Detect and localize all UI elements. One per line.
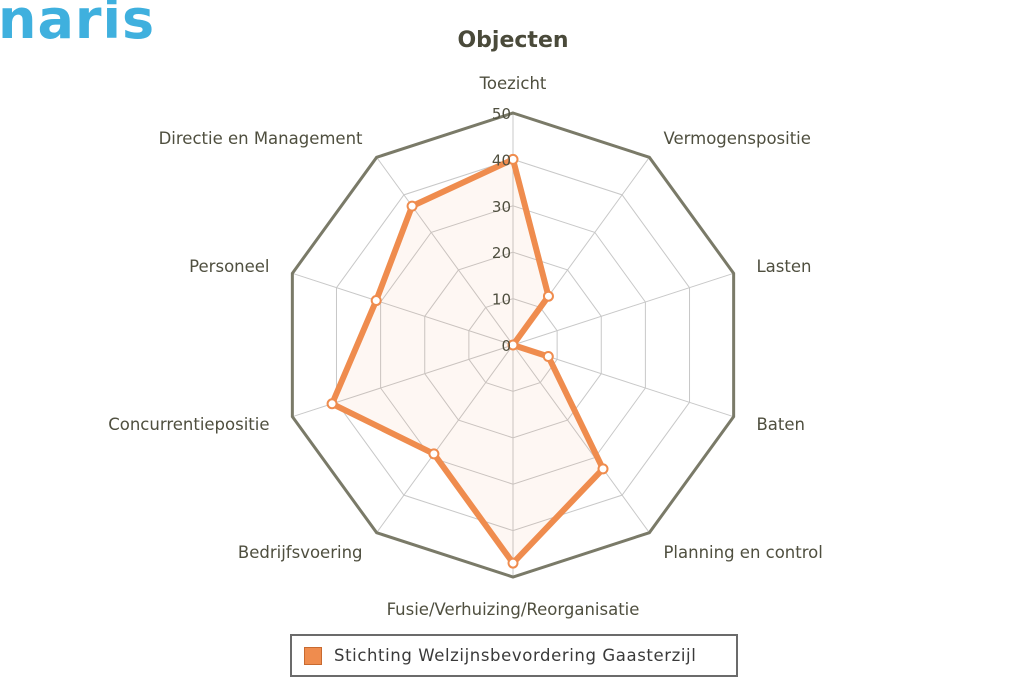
radar-spoke [512, 344, 650, 533]
brand-logo: naris [0, 0, 156, 51]
legend-swatch [304, 646, 322, 665]
radar-outer-ring [290, 111, 736, 579]
series-point[interactable] [542, 290, 554, 302]
series-layer [326, 153, 609, 569]
radar-ring [424, 251, 602, 439]
tick-label: 50 [492, 105, 511, 123]
legend-label: Stichting Welzijnsbevordering Gaasterzij… [334, 646, 697, 665]
series-point[interactable] [507, 557, 519, 569]
tick-label: 30 [492, 198, 511, 216]
category-label: Bedrijfsvoering [238, 543, 363, 562]
chart-title: Objecten [457, 28, 568, 53]
tick-label: 0 [501, 337, 511, 355]
category-label: Baten [756, 415, 805, 434]
radar-ring [468, 298, 558, 392]
radar-spoke [376, 344, 514, 533]
series-point[interactable] [428, 448, 440, 460]
series-point[interactable] [507, 153, 519, 165]
series-point[interactable] [507, 339, 519, 351]
category-label: Fusie/Verhuizing/Reorganisatie [387, 600, 640, 619]
tick-label: 40 [492, 151, 511, 169]
radar-spoke [512, 272, 734, 346]
tick-labels: 0 10 20 30 40 50 [492, 105, 511, 355]
category-label: Personeel [189, 257, 269, 276]
series-point[interactable] [326, 398, 338, 410]
series-point[interactable] [597, 463, 609, 475]
category-label: Vermogenspositie [663, 129, 810, 148]
radar-grid [290, 111, 736, 579]
category-label: Planning en control [663, 543, 822, 562]
series-point[interactable] [406, 200, 418, 212]
radar-spoke [292, 272, 514, 346]
series-point[interactable] [370, 295, 382, 307]
radar-spoke [376, 157, 514, 346]
legend[interactable]: Stichting Welzijnsbevordering Gaasterzij… [290, 634, 738, 677]
tick-label: 10 [492, 291, 511, 309]
category-labels: Toezicht Vermogenspositie Lasten Baten Plann… [108, 74, 823, 619]
radar-ring [335, 158, 691, 532]
radar-ring [380, 205, 646, 485]
category-label: Lasten [756, 257, 811, 276]
series-point[interactable] [542, 350, 554, 362]
category-label: Concurrentiepositie [108, 415, 269, 434]
category-label: Directie en Management [159, 129, 363, 148]
tick-label: 20 [492, 244, 511, 262]
category-label: Toezicht [479, 74, 547, 93]
